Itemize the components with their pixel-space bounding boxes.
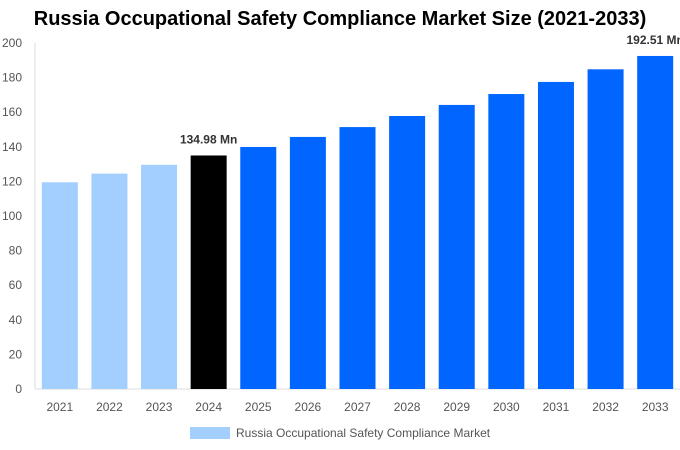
data-label: 192.51 Mn <box>627 33 680 47</box>
y-tick-label: 180 <box>2 71 22 85</box>
bar-2026 <box>289 136 326 389</box>
x-tick-label: 2026 <box>295 400 322 414</box>
bar-2032 <box>587 69 624 390</box>
x-tick-label: 2025 <box>245 400 272 414</box>
bar-2029 <box>438 104 475 390</box>
x-tick-label: 2024 <box>195 400 222 414</box>
bar-2023 <box>141 164 178 389</box>
bar-2031 <box>537 81 574 390</box>
y-tick-label: 200 <box>2 36 22 50</box>
x-tick-label: 2029 <box>443 400 470 414</box>
y-tick-label: 20 <box>9 347 23 361</box>
bar-2027 <box>339 127 376 389</box>
chart-title: Russia Occupational Safety Compliance Ma… <box>33 8 647 30</box>
y-tick-label: 140 <box>2 140 22 154</box>
bar-2022 <box>91 173 128 389</box>
x-tick-label: 2023 <box>146 400 173 414</box>
data-label: 134.98 Mn <box>180 132 237 146</box>
y-tick-label: 60 <box>9 278 23 292</box>
bar-2028 <box>389 116 426 390</box>
bar-2030 <box>488 94 525 389</box>
bar-2033 <box>637 55 674 389</box>
y-tick-label: 40 <box>9 313 23 327</box>
legend-swatch <box>190 427 230 439</box>
x-tick-label: 2031 <box>543 400 570 414</box>
y-tick-label: 0 <box>15 382 22 396</box>
x-tick-label: 2022 <box>96 400 123 414</box>
bar-2021 <box>41 182 78 389</box>
y-tick-label: 120 <box>2 174 22 188</box>
y-tick-label: 100 <box>2 209 22 223</box>
y-tick-label: 160 <box>2 105 22 119</box>
x-tick-label: 2030 <box>493 400 520 414</box>
x-tick-label: 2028 <box>394 400 421 414</box>
bar-2024 <box>190 155 227 389</box>
x-tick-label: 2027 <box>344 400 371 414</box>
x-tick-label: 2032 <box>592 400 619 414</box>
y-tick-label: 80 <box>9 244 23 258</box>
bar-2025 <box>240 146 277 389</box>
x-tick-label: 2033 <box>642 400 669 414</box>
legend-label: Russia Occupational Safety Compliance Ma… <box>236 426 491 440</box>
legend: Russia Occupational Safety Compliance Ma… <box>190 426 490 440</box>
x-tick-label: 2021 <box>46 400 73 414</box>
